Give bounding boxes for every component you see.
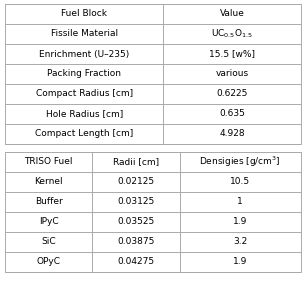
Text: various: various — [216, 70, 249, 79]
Text: 15.5 [w%]: 15.5 [w%] — [209, 50, 255, 58]
Text: Compact Radius [cm]: Compact Radius [cm] — [35, 89, 133, 98]
Text: Value: Value — [220, 10, 244, 19]
Text: SiC: SiC — [41, 238, 56, 247]
Text: 4.928: 4.928 — [219, 130, 245, 139]
Bar — [5, 4, 301, 144]
Text: 0.02125: 0.02125 — [118, 178, 155, 187]
Text: Packing Fraction: Packing Fraction — [47, 70, 121, 79]
Text: UC$_{0.5}$O$_{1.5}$: UC$_{0.5}$O$_{1.5}$ — [211, 28, 253, 40]
Text: Buffer: Buffer — [35, 197, 62, 206]
Text: 10.5: 10.5 — [230, 178, 250, 187]
Text: 3.2: 3.2 — [233, 238, 248, 247]
Text: Compact Length [cm]: Compact Length [cm] — [35, 130, 133, 139]
Text: IPyC: IPyC — [39, 218, 58, 226]
Text: Hole Radius [cm]: Hole Radius [cm] — [46, 110, 123, 118]
Text: Radii [cm]: Radii [cm] — [113, 158, 159, 166]
Text: Kernel: Kernel — [34, 178, 63, 187]
Text: 0.03525: 0.03525 — [118, 218, 155, 226]
Text: 0.03125: 0.03125 — [118, 197, 155, 206]
Text: TRISO Fuel: TRISO Fuel — [24, 158, 73, 166]
Text: 0.635: 0.635 — [219, 110, 245, 118]
Text: 1.9: 1.9 — [233, 257, 248, 266]
Text: 1.9: 1.9 — [233, 218, 248, 226]
Text: Densigies [g/cm$^3$]: Densigies [g/cm$^3$] — [200, 155, 281, 169]
Text: Enrichment (U–235): Enrichment (U–235) — [39, 50, 129, 58]
Text: 0.04275: 0.04275 — [118, 257, 155, 266]
Bar — [5, 152, 301, 272]
Text: 1: 1 — [237, 197, 243, 206]
Text: OPyC: OPyC — [37, 257, 61, 266]
Text: Fissile Material: Fissile Material — [50, 29, 118, 38]
Text: 0.6225: 0.6225 — [216, 89, 248, 98]
Text: Fuel Block: Fuel Block — [61, 10, 107, 19]
Text: 0.03875: 0.03875 — [117, 238, 155, 247]
